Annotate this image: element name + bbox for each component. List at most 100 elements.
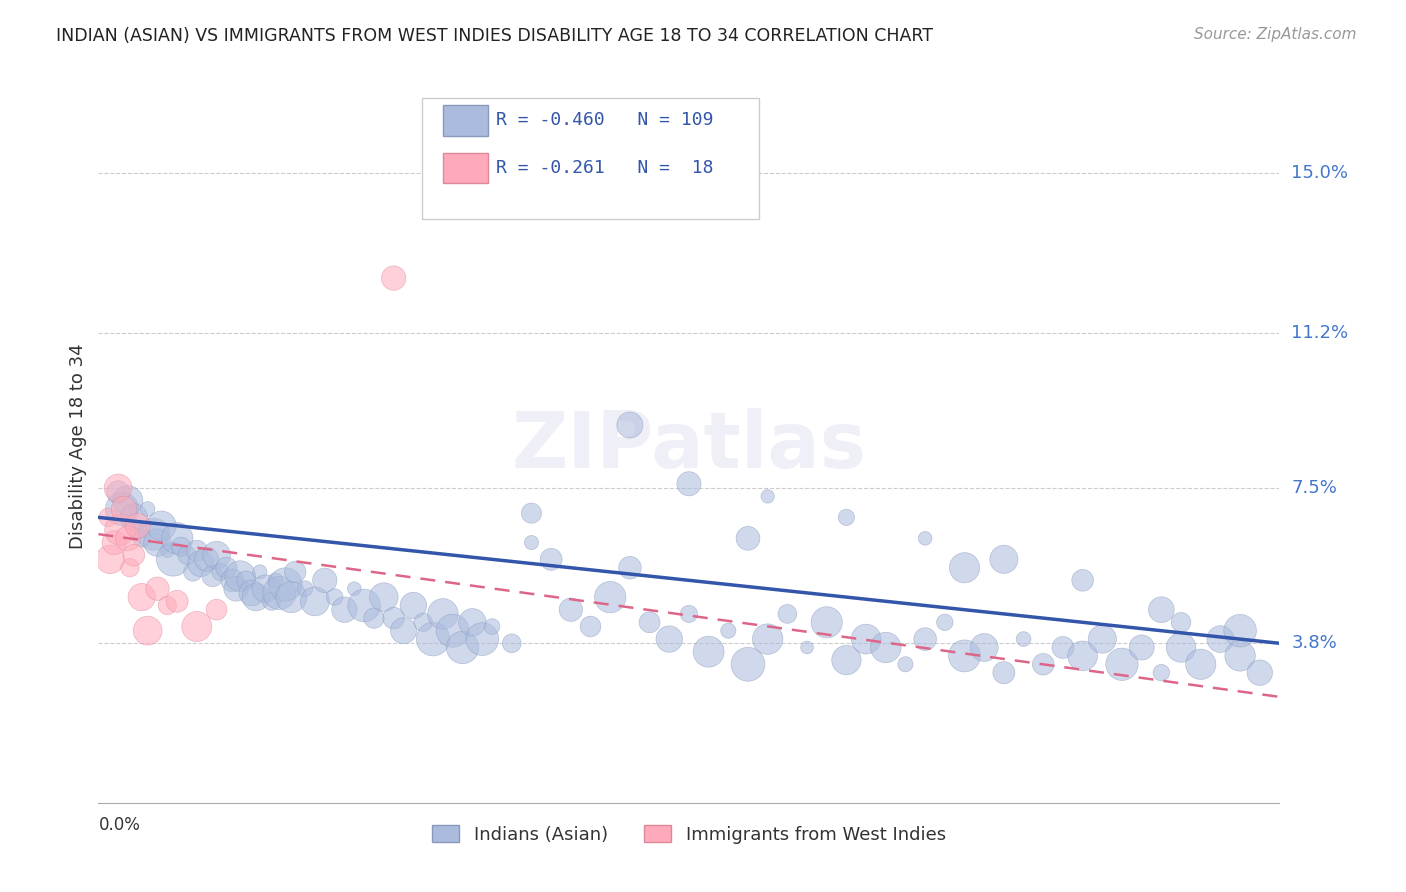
Point [717,624,740,638]
Point [190,557,212,571]
Point [166,532,188,546]
Point [737,532,759,546]
Text: ZIPatlas: ZIPatlas [512,408,866,484]
Point [260,594,283,608]
Point [815,615,838,630]
Point [274,577,297,591]
Legend: Indians (Asian), Immigrants from West Indies: Indians (Asian), Immigrants from West In… [425,818,953,851]
Point [875,640,897,655]
Point [934,615,956,630]
Point [209,565,232,579]
Point [560,603,582,617]
Point [205,603,228,617]
Point [1150,665,1173,680]
Point [131,532,153,546]
Point [1170,615,1192,630]
Point [201,569,224,583]
Point [117,532,139,546]
Point [97,510,120,524]
Point [122,548,145,562]
Point [1229,624,1251,638]
Point [122,510,145,524]
Point [343,582,366,596]
Point [170,540,193,554]
Point [1170,640,1192,655]
Point [117,493,139,508]
Point [412,615,434,630]
Text: 11.2%: 11.2% [1291,324,1348,342]
Point [304,594,326,608]
Point [245,590,267,604]
Point [471,632,494,646]
Point [619,560,641,574]
Point [103,535,125,549]
Point [156,599,179,613]
Point [195,552,218,566]
Point [146,535,169,549]
Point [323,590,346,604]
Point [221,574,243,588]
Point [392,624,415,638]
Point [756,632,779,646]
Point [441,624,464,638]
Point [382,271,405,285]
Point [118,560,141,574]
Point [131,590,153,604]
Point [678,607,700,621]
Point [737,657,759,672]
Point [1229,648,1251,663]
Point [254,582,277,596]
Point [1249,665,1271,680]
Point [215,560,238,574]
Point [1012,632,1035,646]
Point [914,532,936,546]
Point [638,615,661,630]
Point [176,548,198,562]
Point [269,586,291,600]
Point [229,569,252,583]
Point [150,518,173,533]
Point [112,502,135,516]
Point [98,552,121,566]
Text: 15.0%: 15.0% [1291,164,1348,182]
Point [1209,632,1232,646]
Point [432,607,454,621]
Point [678,476,700,491]
Point [894,657,917,672]
Point [142,527,165,541]
Point [373,590,395,604]
Point [162,552,184,566]
Point [1189,657,1212,672]
Point [1150,603,1173,617]
Point [156,544,179,558]
Point [249,565,271,579]
Point [776,607,799,621]
Point [1091,632,1114,646]
Point [520,506,543,520]
Point [166,594,188,608]
Point [314,574,336,588]
Point [540,552,562,566]
Point [264,574,287,588]
Point [186,544,208,558]
Point [1052,640,1074,655]
Text: 0.0%: 0.0% [98,815,141,834]
Point [953,648,976,663]
Point [205,548,228,562]
Point [461,615,484,630]
Point [1111,657,1133,672]
Point [333,603,356,617]
Point [146,582,169,596]
Point [402,599,425,613]
Point [225,582,247,596]
Point [107,485,129,500]
Y-axis label: Disability Age 18 to 34: Disability Age 18 to 34 [69,343,87,549]
Point [363,611,385,625]
Point [294,582,316,596]
Point [520,535,543,549]
Point [127,518,149,533]
Point [111,502,134,516]
Text: 3.8%: 3.8% [1291,634,1337,652]
Point [127,523,149,537]
Point [835,510,858,524]
